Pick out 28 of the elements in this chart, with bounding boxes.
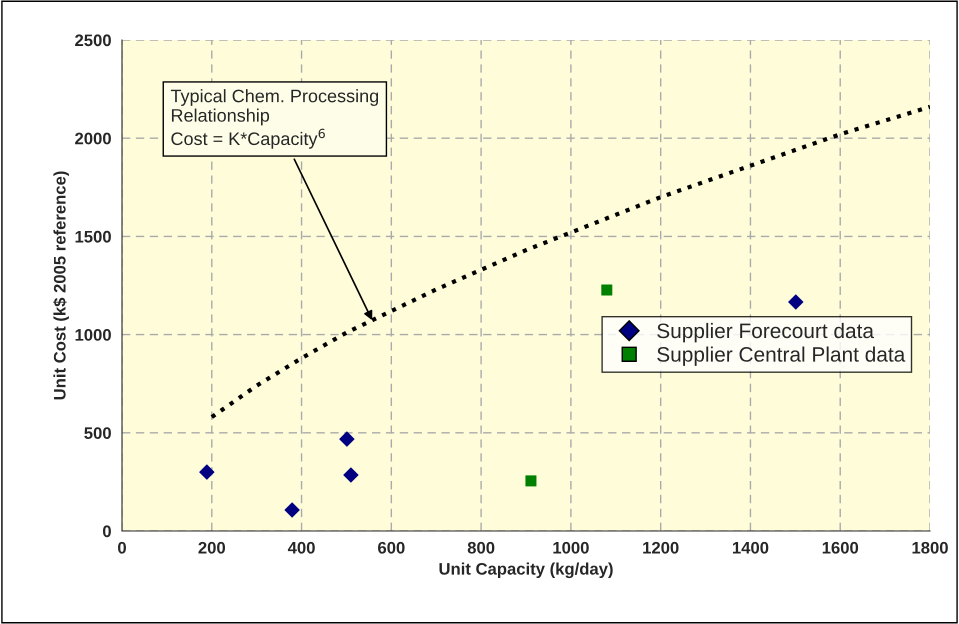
x-tick-label: 1000 (553, 542, 589, 554)
point (788, 294, 804, 310)
x-tick-label: 1800 (912, 542, 948, 554)
legend-label: Supplier Central Plant data (657, 346, 906, 366)
y-tick-label: 2500 (75, 34, 111, 46)
x-tick-label: 1200 (643, 542, 679, 554)
point (339, 431, 355, 447)
point (601, 284, 612, 296)
legend-label: Supplier Forecourt data (657, 322, 874, 342)
point (284, 502, 300, 518)
x-tick-label: 1400 (732, 542, 768, 554)
x-axis-title: Unit Capacity (kg/day) (439, 562, 613, 578)
x-tick-label: 400 (288, 542, 315, 554)
x-tick-label: 0 (118, 542, 126, 554)
x-tick-label: 600 (378, 542, 405, 554)
point (525, 475, 536, 486)
y-tick-label: 0 (102, 525, 111, 538)
annotation: Typical Chem. Processing Relationship Cost = K*Capacity$^{6}$ (170, 89, 378, 149)
y-tick-label: 1000 (76, 329, 111, 341)
y-tick-label: 2000 (75, 132, 111, 144)
point (343, 467, 359, 483)
x-tick-label: 800 (468, 542, 494, 554)
x-tick-label: 200 (198, 542, 225, 554)
x-tick-label: 1600 (822, 542, 858, 554)
y-tick-label: 1500 (76, 230, 111, 243)
y-tick-label: 500 (84, 427, 111, 440)
point (199, 464, 214, 480)
y-axis-title: Unit Cost (k$ 2005 reference) (53, 171, 69, 400)
